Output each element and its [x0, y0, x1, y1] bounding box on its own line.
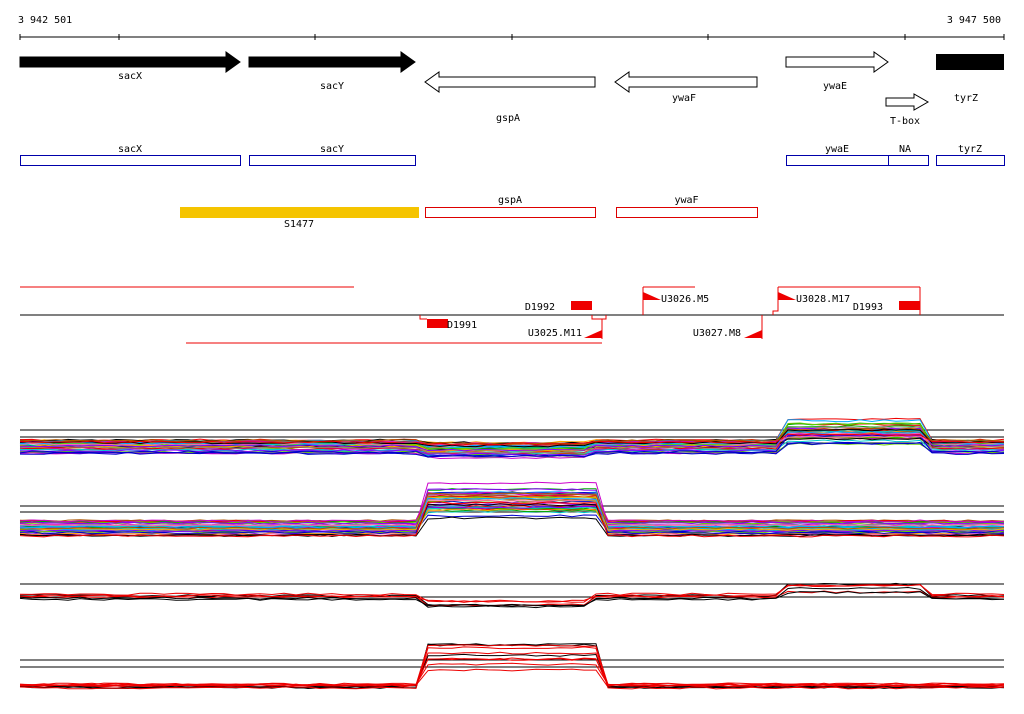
expression-profile	[19, 430, 1005, 448]
feature-flag	[778, 292, 796, 300]
expression-profile	[20, 492, 1005, 530]
expression-profile	[19, 497, 1005, 529]
feature-flag	[744, 330, 762, 338]
gene-label: tyrZ	[954, 93, 978, 104]
gene-arrow	[614, 71, 758, 93]
feature-label: U3025.M11	[528, 328, 582, 339]
gene-arrow	[785, 51, 889, 73]
annotation-box	[786, 155, 889, 166]
expression-profile	[19, 499, 1005, 527]
gene-label: sacY	[320, 81, 344, 92]
feature-bracket	[591, 315, 607, 320]
expression-profile	[19, 488, 1005, 533]
annotation-label: S1477	[284, 219, 314, 230]
expression-profile	[20, 439, 1005, 454]
gene-arrow	[885, 93, 930, 111]
gene-label: sacX	[118, 71, 142, 82]
annotation-box	[249, 155, 416, 166]
expression-profile	[19, 657, 1005, 687]
annotation-label: sacY	[320, 144, 344, 155]
gene-label: ywaF	[672, 93, 696, 104]
expression-profile	[19, 657, 1005, 686]
feature-bracket	[772, 287, 779, 315]
feature-label: U3026.M5	[661, 294, 709, 305]
feature-flag	[643, 292, 661, 300]
annotation-box	[936, 155, 1005, 166]
expression-profile	[19, 505, 1005, 525]
annotation-label: ywaF	[674, 195, 698, 206]
feature-bracket	[419, 315, 427, 320]
gene-label: gspA	[496, 113, 520, 124]
feature-box	[427, 319, 448, 328]
gene-arrow	[19, 51, 241, 73]
annotation-box	[425, 207, 596, 218]
feature-label: D1991	[447, 320, 477, 331]
feature-flag	[584, 330, 602, 338]
gene-label: T-box	[890, 116, 920, 127]
gene-arrow	[248, 51, 416, 73]
expression-profile	[19, 590, 1005, 607]
expression-profile	[19, 643, 1005, 689]
expression-profile	[19, 586, 1005, 609]
expression-profile	[19, 425, 1005, 454]
feature-box	[899, 301, 920, 310]
annotation-box	[616, 207, 758, 218]
expression-profile	[19, 662, 1005, 686]
annotation-box	[180, 207, 419, 218]
feature-label: D1993	[853, 302, 883, 313]
feature-label: U3027.M8	[693, 328, 741, 339]
annotation-label: NA	[899, 144, 911, 155]
ruler-start: 3 942 501	[18, 15, 72, 26]
gene-label: ywaE	[823, 81, 847, 92]
expression-profile	[19, 582, 1005, 607]
expression-profile	[19, 433, 1005, 446]
expression-profile	[19, 584, 1005, 603]
annotation-box	[888, 155, 929, 166]
annotation-label: gspA	[498, 195, 522, 206]
ruler-end: 3 947 500	[947, 15, 1001, 26]
expression-profile	[19, 643, 1005, 690]
annotation-label: tyrZ	[958, 144, 982, 155]
annotation-box	[20, 155, 241, 166]
feature-label: U3028.M17	[796, 294, 850, 305]
feature-box	[571, 301, 592, 310]
expression-profile	[19, 501, 1005, 538]
annotation-label: sacX	[118, 144, 142, 155]
expression-profile	[19, 651, 1005, 687]
annotation-label: ywaE	[825, 144, 849, 155]
gene-arrow	[424, 71, 596, 93]
gene-block	[936, 54, 1004, 70]
feature-label: D1992	[525, 302, 555, 313]
expression-profile	[19, 646, 1005, 690]
expression-profile	[19, 644, 1005, 687]
